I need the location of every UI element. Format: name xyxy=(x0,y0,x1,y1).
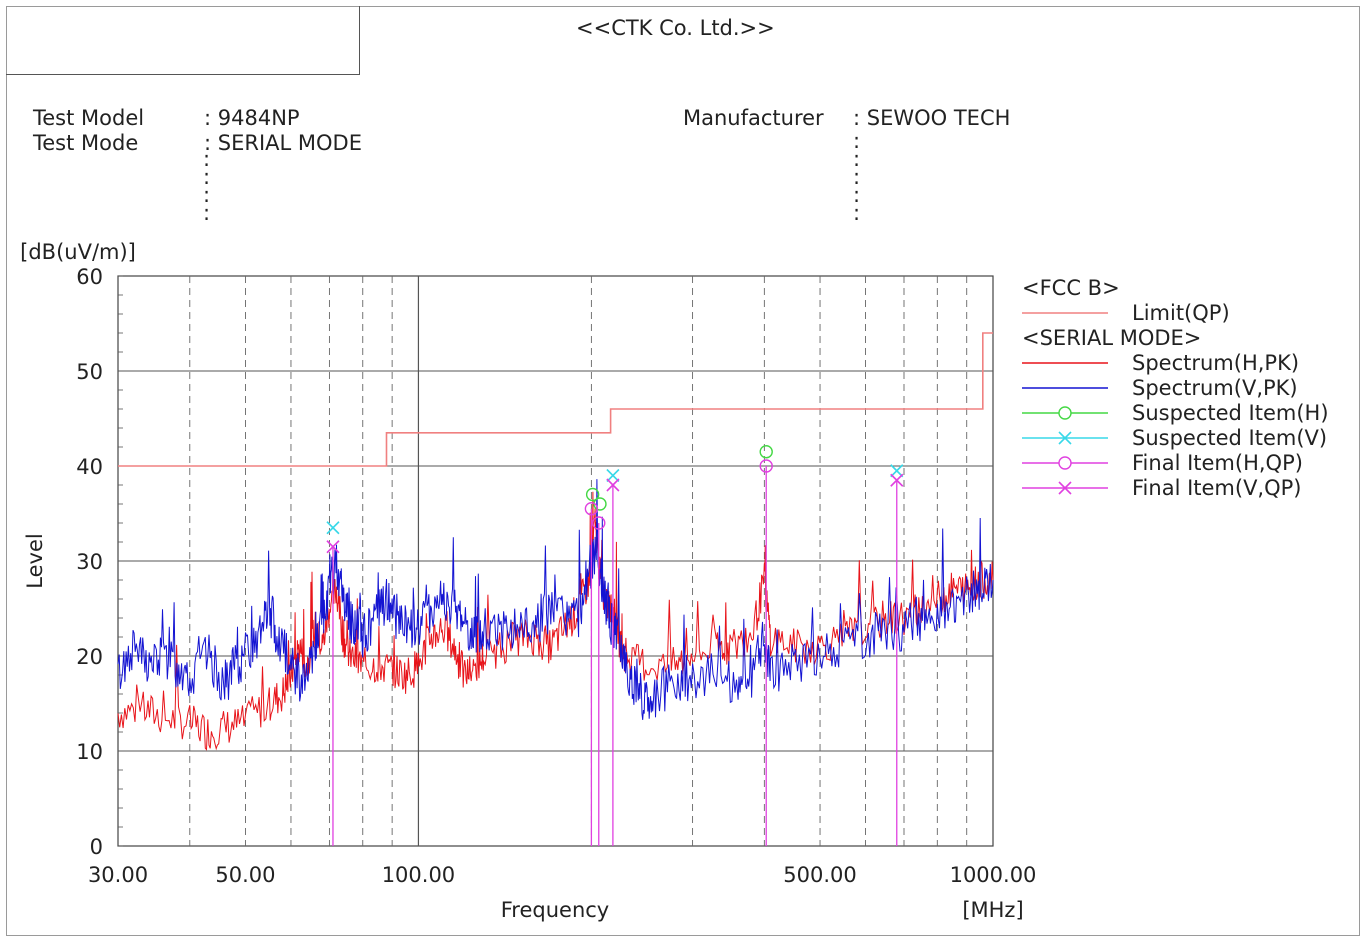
x-tick-label: 50.00 xyxy=(215,863,275,887)
final-h-marker xyxy=(592,516,606,530)
y-tick-label: 30 xyxy=(76,550,103,574)
x-axis-title: Frequency xyxy=(501,898,610,922)
y-tick-label: 20 xyxy=(76,645,103,669)
limit-line xyxy=(118,332,993,467)
y-tick-label: 50 xyxy=(76,360,103,384)
legend-group-mode: <SERIAL MODE> xyxy=(1022,326,1202,350)
suspected-h-marker xyxy=(585,487,600,502)
manufacturer-label: Manufacturer xyxy=(683,106,824,130)
final-h-marker xyxy=(584,502,599,516)
company-name: <<CTK Co. Ltd.>> xyxy=(576,16,775,40)
legend-susp-h-marker xyxy=(1058,406,1072,420)
test-mode-value: : SERIAL MODE xyxy=(204,131,362,155)
test-info-dots: :::: xyxy=(203,147,211,225)
y-unit-label: [dB(uV/m)] xyxy=(20,240,136,264)
test-mode-label: Test Mode xyxy=(33,131,139,155)
manufacturer-dots: ::::: xyxy=(853,129,861,225)
spectrum-h-line xyxy=(117,491,994,751)
y-tick-label: 60 xyxy=(76,265,103,289)
manufacturer-value: : SEWOO TECH xyxy=(853,106,1011,130)
suspected-v-marker xyxy=(606,468,620,483)
x-tick-label: 500.00 xyxy=(783,863,856,887)
legend-final-v-marker xyxy=(1058,481,1072,495)
spectrum-v-line xyxy=(117,479,994,720)
final-h-marker xyxy=(759,459,773,473)
y-tick-label: 10 xyxy=(76,740,103,764)
legend-susp-h: Suspected Item(H) xyxy=(1132,401,1329,425)
x-tick-label: 30.00 xyxy=(88,863,148,887)
legend-final-v: Final Item(V,QP) xyxy=(1132,476,1302,500)
suspected-v-marker xyxy=(890,464,904,478)
test-model-value: : 9484NP xyxy=(204,106,300,130)
legend-group-fcc: <FCC B> xyxy=(1022,276,1120,300)
legend-susp-v-marker xyxy=(1058,431,1072,445)
legend-susp-v: Suspected Item(V) xyxy=(1132,426,1328,450)
y-tick-label: 0 xyxy=(90,835,103,859)
x-unit-label: [MHz] xyxy=(962,898,1023,922)
legend-final-h-marker xyxy=(1058,456,1072,470)
final-v-marker xyxy=(326,540,340,554)
suspected-v-marker xyxy=(326,521,340,535)
suspected-h-marker xyxy=(759,445,773,459)
y-tick-label: 40 xyxy=(76,455,103,479)
legend-final-h: Final Item(H,QP) xyxy=(1132,451,1303,475)
x-tick-label: 1000.00 xyxy=(950,863,1037,887)
final-v-marker xyxy=(890,473,904,487)
legend-spec-h: Spectrum(H,PK) xyxy=(1132,351,1300,375)
legend-spec-v: Spectrum(V,PK) xyxy=(1132,376,1298,400)
logo-box xyxy=(6,6,360,75)
test-model-label: Test Model xyxy=(33,106,145,130)
x-tick-label: 100.00 xyxy=(382,863,455,887)
legend-limit: Limit(QP) xyxy=(1132,301,1230,325)
final-v-marker xyxy=(606,478,620,492)
y-axis-title: Level xyxy=(23,533,47,588)
